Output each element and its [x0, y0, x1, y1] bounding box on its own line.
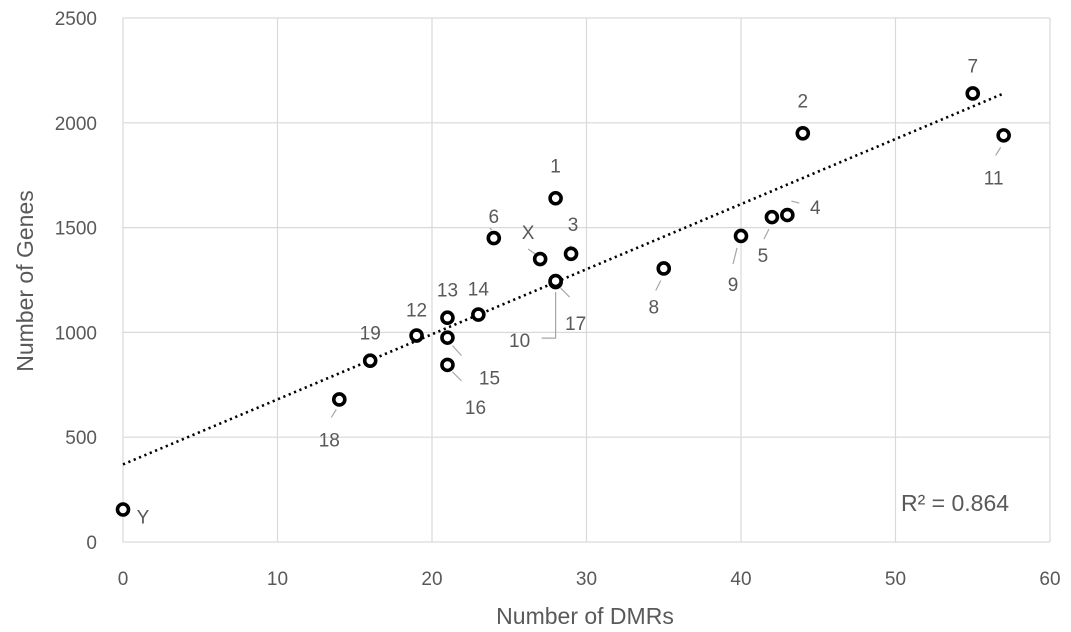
- y-tick-label: 2000: [55, 114, 97, 135]
- data-point: [764, 209, 780, 225]
- x-tick-label: 30: [576, 569, 597, 590]
- point-label: 14: [468, 280, 490, 301]
- data-point: [471, 307, 486, 322]
- x-tick-label: 10: [267, 569, 288, 590]
- data-point: [656, 261, 672, 276]
- data-point: [440, 310, 455, 326]
- point-label: 15: [479, 369, 500, 390]
- point-label: 1: [550, 156, 561, 177]
- x-tick-label: 50: [885, 569, 906, 590]
- y-tick-label: 1000: [55, 323, 97, 344]
- x-axis-title: Number of DMRs: [496, 603, 674, 629]
- point-label: Y: [137, 508, 150, 529]
- data-point: [548, 273, 563, 289]
- label-leader-line: [330, 409, 337, 418]
- point-label: 6: [489, 207, 500, 228]
- data-point: [115, 502, 131, 517]
- point-label: 5: [758, 246, 769, 267]
- label-leader-line: [452, 371, 462, 382]
- point-label: 12: [406, 301, 427, 322]
- point-label: 18: [319, 430, 340, 451]
- data-point: [733, 228, 749, 244]
- y-axis-ticks: 0 500 1000 1500 2000 2500: [55, 9, 97, 554]
- point-label: 9: [728, 275, 739, 296]
- data-point: [548, 190, 563, 206]
- label-leader-line: [527, 248, 536, 255]
- point-label: 19: [360, 324, 381, 345]
- point-label: 8: [648, 297, 659, 318]
- point-label: 10: [509, 331, 530, 352]
- data-point: [486, 230, 502, 246]
- data-point: [965, 86, 981, 101]
- data-point: [362, 353, 378, 368]
- label-leader-line: [560, 287, 571, 298]
- label-leader-line: [732, 247, 738, 265]
- label-leader-line: [452, 345, 462, 357]
- y-tick-label: 1500: [55, 219, 97, 240]
- y-tick-label: 500: [65, 428, 97, 449]
- data-point: [331, 392, 347, 407]
- data-point: [563, 246, 579, 262]
- data-points: [115, 86, 1011, 517]
- data-point: [780, 207, 795, 223]
- label-leader-line: [995, 147, 1002, 156]
- r-squared-annotation: R² = 0.864: [901, 490, 1009, 516]
- data-point: [996, 128, 1011, 143]
- y-axis-title: Number of Genes: [12, 190, 38, 372]
- point-label: X: [522, 223, 535, 244]
- point-label: 13: [437, 281, 458, 302]
- data-point: [440, 330, 455, 345]
- x-tick-label: 0: [118, 569, 129, 590]
- label-leader-line: [791, 200, 800, 204]
- label-leader-line: [655, 280, 662, 291]
- point-label: 3: [568, 215, 579, 236]
- grid: [122, 17, 1051, 543]
- point-label: 4: [810, 198, 821, 219]
- y-tick-label: 2500: [55, 9, 97, 30]
- data-point: [440, 357, 455, 373]
- point-label: 16: [465, 398, 486, 419]
- point-label: 17: [565, 314, 586, 335]
- x-tick-label: 20: [421, 569, 442, 590]
- x-axis-ticks: 0 10 20 30 40 50 60: [118, 569, 1061, 590]
- data-point: [795, 125, 811, 141]
- point-label: 2: [798, 91, 809, 112]
- data-point: [532, 251, 548, 267]
- x-tick-label: 60: [1039, 569, 1060, 590]
- label-leader-line: [763, 228, 770, 240]
- label-leader-line: [489, 227, 493, 231]
- data-point: [409, 328, 424, 343]
- trendline: [122, 92, 1005, 466]
- point-label: 7: [967, 56, 978, 77]
- label-leader-line: [541, 292, 557, 339]
- y-tick-label: 0: [86, 533, 97, 554]
- x-tick-label: 40: [730, 569, 751, 590]
- point-label: 11: [984, 168, 1004, 189]
